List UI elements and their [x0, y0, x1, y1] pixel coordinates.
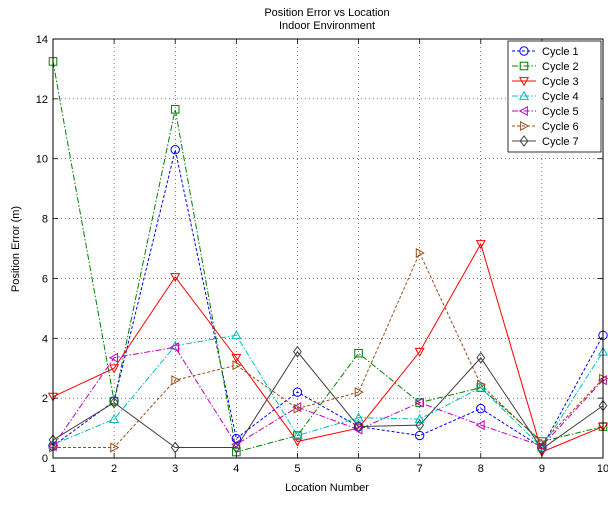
legend-label-cycle-6: Cycle 6	[542, 121, 579, 133]
data-point-cycle-1	[170, 145, 180, 155]
legend-marker-cycle-1	[519, 46, 529, 56]
data-point-cycle-3	[414, 347, 425, 357]
y-tick-label: 14	[36, 34, 48, 46]
series-line-cycle-6	[53, 251, 604, 449]
data-point-cycle-3	[109, 364, 120, 374]
series-line-cycle-5	[52, 346, 604, 447]
y-tick-label: 12	[36, 94, 48, 106]
x-tick-label: 6	[355, 463, 361, 475]
data-point-cycle-6	[293, 403, 303, 414]
y-tick-label: 2	[42, 393, 48, 405]
data-point-cycle-5	[414, 397, 424, 408]
data-point-cycle-7	[415, 419, 425, 431]
data-point-cycle-7	[476, 351, 486, 364]
data-point-cycle-1	[292, 387, 303, 397]
data-point-cycle-5	[292, 402, 302, 413]
data-point-cycle-3	[170, 273, 181, 283]
legend-marker-cycle-2	[519, 61, 529, 71]
data-point-cycle-2	[354, 348, 363, 358]
data-point-cycle-7	[170, 441, 180, 454]
data-point-cycle-6	[171, 375, 181, 386]
x-tick-label: 4	[233, 463, 239, 475]
data-point-cycle-4	[231, 330, 242, 340]
chart-subtitle: Indoor Environment	[279, 20, 375, 32]
x-tick-label: 7	[417, 463, 423, 475]
legend-label-cycle-2: Cycle 2	[542, 61, 579, 73]
data-point-cycle-6	[354, 387, 364, 398]
data-point-cycle-7	[293, 345, 302, 358]
data-point-cycle-7	[109, 396, 119, 409]
data-point-cycle-1	[414, 430, 425, 441]
data-point-cycle-5	[169, 342, 180, 353]
series-markers	[47, 57, 608, 458]
y-axis-label: Position Error (m)	[10, 206, 22, 292]
data-point-cycle-6	[232, 360, 242, 371]
data-point-cycle-7	[354, 420, 363, 433]
series-line-cycle-2	[52, 61, 604, 453]
legend-marker-cycle-4	[518, 90, 530, 100]
legend-label-cycle-1: Cycle 1	[542, 46, 579, 58]
data-point-cycle-3	[292, 437, 303, 447]
y-tick-label: 0	[42, 453, 48, 465]
legend: Cycle 1 Cycle 2 Cycle 3 Cycle 4 Cycle 5 Cycle…	[507, 40, 602, 153]
x-tick-label: 2	[111, 463, 117, 475]
data-point-cycle-2	[170, 105, 180, 114]
data-point-cycle-7	[231, 441, 241, 454]
data-point-cycle-6	[415, 247, 425, 259]
data-point-cycle-4	[475, 382, 486, 392]
legend-label-cycle-4: Cycle 4	[542, 91, 579, 103]
chart-title: Position Error vs Location	[264, 7, 389, 19]
x-tick-label: 8	[478, 463, 484, 475]
data-point-cycle-5	[475, 420, 485, 431]
x-tick-label: 3	[172, 463, 178, 475]
legend-marker-cycle-5	[518, 105, 528, 117]
data-point-cycle-6	[110, 442, 120, 453]
series-line-cycle-3	[52, 242, 604, 453]
plot-frame	[52, 38, 604, 459]
x-axis-label: Location Number	[285, 482, 369, 494]
data-point-cycle-3	[475, 240, 486, 250]
data-point-cycle-1	[476, 403, 486, 414]
legend-marker-cycle-7	[519, 135, 529, 147]
y-axis-ticks: 0 2 4 6 8 10 12 14	[36, 34, 603, 465]
y-tick-label: 6	[42, 273, 48, 285]
legend-marker-cycle-6	[520, 120, 530, 132]
data-point-cycle-6	[476, 379, 487, 390]
data-point-cycle-5	[108, 352, 118, 363]
y-tick-label: 8	[42, 214, 48, 226]
series-lines	[52, 61, 604, 453]
legend-label-cycle-3: Cycle 3	[542, 76, 579, 88]
data-point-cycle-3	[231, 353, 242, 363]
data-point-cycle-4	[109, 413, 120, 423]
data-point-cycle-4	[292, 430, 303, 440]
legend-label-cycle-5: Cycle 5	[542, 106, 579, 118]
data-point-cycle-4	[414, 413, 425, 423]
x-axis-ticks: 1 2 3 4 5 6 7 8 9 10	[50, 39, 608, 475]
y-tick-label: 4	[42, 333, 48, 345]
legend-label-cycle-7: Cycle 7	[542, 136, 579, 148]
x-tick-label: 9	[539, 463, 545, 475]
series-line-cycle-4	[52, 334, 604, 449]
series-line-cycle-1	[52, 149, 604, 449]
x-tick-label: 1	[50, 463, 56, 475]
series-line-cycle-7	[52, 350, 604, 450]
legend-marker-cycle-3	[518, 77, 530, 87]
y-tick-label: 10	[36, 154, 48, 166]
x-tick-label: 10	[597, 463, 608, 475]
x-tick-label: 5	[294, 463, 300, 475]
